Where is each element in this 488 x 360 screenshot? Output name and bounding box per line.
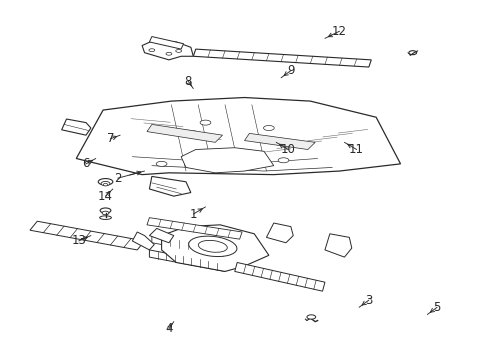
Ellipse shape	[156, 161, 166, 166]
Text: 3: 3	[365, 294, 372, 307]
Polygon shape	[149, 250, 224, 271]
Polygon shape	[325, 234, 351, 257]
Polygon shape	[266, 223, 293, 243]
Polygon shape	[76, 98, 400, 175]
Ellipse shape	[198, 240, 227, 252]
Polygon shape	[30, 221, 144, 250]
Ellipse shape	[149, 49, 155, 51]
Ellipse shape	[306, 315, 315, 319]
Text: 6: 6	[82, 157, 90, 170]
Ellipse shape	[175, 49, 181, 52]
Ellipse shape	[98, 179, 113, 185]
Polygon shape	[244, 134, 315, 149]
Polygon shape	[181, 148, 273, 173]
Ellipse shape	[103, 183, 107, 186]
Polygon shape	[142, 40, 193, 60]
Text: 9: 9	[286, 64, 294, 77]
Ellipse shape	[102, 211, 109, 215]
Polygon shape	[149, 228, 173, 243]
Text: 8: 8	[184, 75, 192, 88]
Polygon shape	[147, 218, 242, 239]
Polygon shape	[161, 225, 268, 271]
Polygon shape	[152, 235, 232, 257]
Polygon shape	[234, 262, 325, 291]
Ellipse shape	[165, 52, 171, 55]
Text: 7: 7	[106, 132, 114, 145]
Polygon shape	[61, 119, 91, 135]
Ellipse shape	[263, 126, 274, 131]
Text: 10: 10	[281, 143, 295, 156]
Text: 12: 12	[331, 25, 346, 38]
Text: 4: 4	[165, 322, 172, 335]
Text: 1: 1	[189, 208, 197, 221]
Polygon shape	[149, 37, 183, 49]
Ellipse shape	[200, 120, 210, 125]
Polygon shape	[147, 125, 222, 142]
Text: 14: 14	[98, 190, 113, 203]
Text: 2: 2	[114, 172, 121, 185]
Polygon shape	[193, 49, 370, 67]
Text: 5: 5	[432, 301, 440, 314]
Ellipse shape	[100, 216, 111, 220]
Ellipse shape	[408, 51, 416, 55]
Ellipse shape	[101, 181, 110, 186]
Text: 11: 11	[348, 143, 364, 156]
Text: 13: 13	[71, 234, 86, 247]
Polygon shape	[132, 232, 154, 250]
Ellipse shape	[100, 208, 111, 213]
Ellipse shape	[278, 158, 288, 163]
Polygon shape	[149, 176, 190, 196]
Ellipse shape	[188, 236, 237, 257]
